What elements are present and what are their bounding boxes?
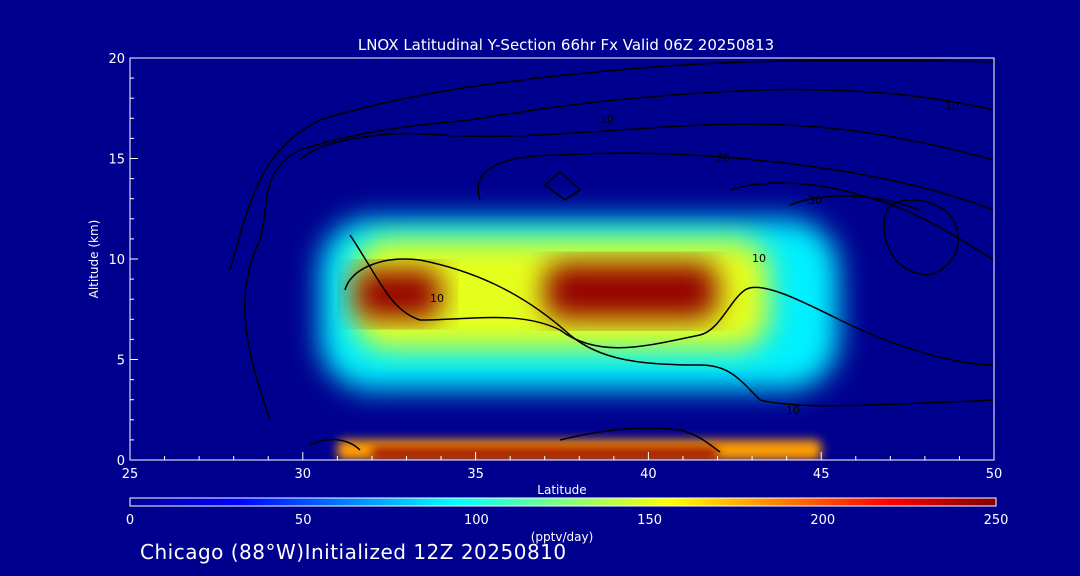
colorbar-tick-label: 100 bbox=[464, 513, 489, 528]
x-tick-label: 45 bbox=[813, 467, 830, 482]
contour-label: 10 bbox=[786, 404, 800, 417]
heatmap-layer bbox=[320, 218, 839, 460]
colorbar-tick-label: 50 bbox=[295, 513, 312, 528]
y-tick-label: 20 bbox=[108, 52, 125, 67]
heatmap-cell bbox=[371, 447, 718, 458]
x-tick-label: 25 bbox=[122, 467, 139, 482]
chart-title: LNOX Latitudinal Y-Section 66hr Fx Valid… bbox=[358, 36, 774, 54]
heatmap-cell bbox=[544, 263, 718, 320]
contour-label: 20 bbox=[716, 152, 730, 165]
contour-label: 10 bbox=[752, 252, 766, 265]
contour-label: 10 bbox=[600, 113, 614, 126]
y-axis-label: Altitude (km) bbox=[87, 220, 101, 299]
colorbar-ticks: 0 50 100 150 200 250 bbox=[126, 513, 1009, 528]
x-axis: 25 30 35 40 45 50 bbox=[122, 452, 1003, 482]
contour-label: 30 bbox=[808, 194, 822, 207]
heatmap-cell bbox=[354, 269, 442, 320]
colorbar-tick-label: 250 bbox=[984, 513, 1009, 528]
contour-lines bbox=[229, 59, 994, 453]
y-tick-label: 5 bbox=[117, 354, 125, 369]
y-tick-label: 15 bbox=[108, 153, 125, 168]
y-tick-label: 10 bbox=[108, 253, 125, 268]
colorbar-tick-label: 200 bbox=[810, 513, 835, 528]
x-tick-label: 35 bbox=[467, 467, 484, 482]
x-tick-label: 40 bbox=[640, 467, 657, 482]
y-tick-label: 0 bbox=[117, 454, 125, 469]
x-tick-label: 30 bbox=[295, 467, 312, 482]
colorbar-tick-label: 0 bbox=[126, 513, 134, 528]
contour-label-group: 10 10 20 30 10 10 10 bbox=[430, 100, 959, 417]
x-axis-label: Latitude bbox=[537, 483, 586, 497]
footer-caption: Chicago (88°W)Initialized 12Z 20250810 bbox=[140, 540, 567, 564]
contour-label: 10 bbox=[430, 292, 444, 305]
colorbar-label: (pptv/day) bbox=[531, 530, 594, 544]
y-axis: 0 5 10 15 20 bbox=[108, 52, 138, 469]
contour-label: 10 bbox=[945, 100, 959, 113]
colorbar-tick-label: 150 bbox=[637, 513, 662, 528]
x-tick-label: 50 bbox=[986, 467, 1003, 482]
colorbar bbox=[129, 497, 997, 507]
